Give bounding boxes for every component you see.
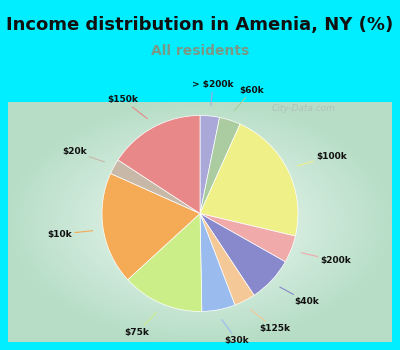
Wedge shape — [102, 174, 200, 280]
Wedge shape — [118, 116, 200, 214]
Wedge shape — [200, 214, 254, 305]
Text: > $200k: > $200k — [192, 80, 234, 105]
Text: City-Data.com: City-Data.com — [272, 104, 336, 113]
Text: $10k: $10k — [48, 230, 93, 239]
Wedge shape — [200, 214, 235, 312]
Wedge shape — [200, 118, 240, 214]
Text: $30k: $30k — [222, 320, 249, 345]
Text: Income distribution in Amenia, NY (%): Income distribution in Amenia, NY (%) — [6, 16, 394, 34]
Text: $125k: $125k — [250, 309, 290, 333]
Text: $20k: $20k — [62, 147, 104, 162]
Text: $150k: $150k — [108, 95, 148, 119]
Text: $40k: $40k — [280, 287, 319, 306]
Text: $100k: $100k — [298, 152, 347, 166]
Wedge shape — [110, 160, 200, 214]
Text: $60k: $60k — [234, 86, 264, 111]
Wedge shape — [200, 214, 285, 295]
Text: $75k: $75k — [124, 313, 156, 337]
Wedge shape — [200, 214, 295, 262]
Wedge shape — [200, 124, 298, 236]
Wedge shape — [128, 214, 202, 312]
Text: $200k: $200k — [301, 253, 351, 265]
Wedge shape — [200, 116, 220, 214]
Text: All residents: All residents — [151, 44, 249, 58]
